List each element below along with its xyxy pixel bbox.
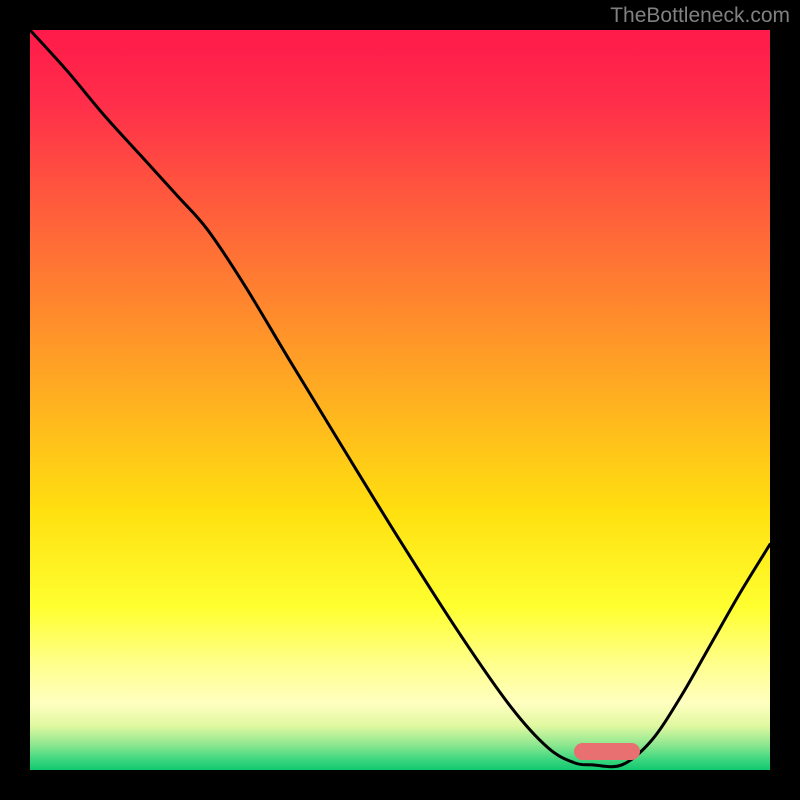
bottleneck-curve xyxy=(30,30,770,770)
watermark-text: TheBottleneck.com xyxy=(610,4,790,28)
plot-area xyxy=(30,30,770,770)
optimal-marker xyxy=(574,743,641,759)
